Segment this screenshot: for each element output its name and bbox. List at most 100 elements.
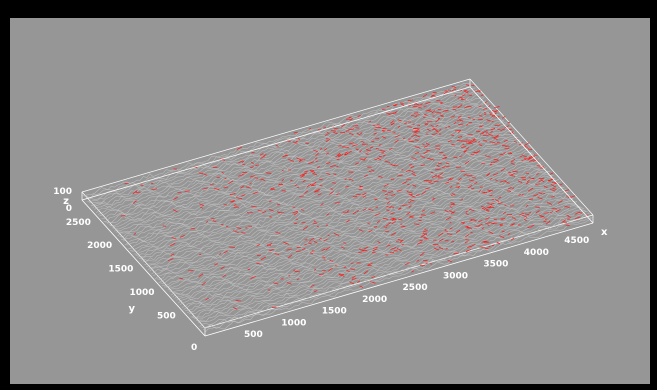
surface-highlight bbox=[484, 113, 487, 116]
surface-highlight bbox=[381, 136, 387, 139]
surface-highlight bbox=[535, 210, 540, 214]
surface-highlight bbox=[465, 234, 470, 238]
y-tick-label: 1000 bbox=[130, 288, 155, 298]
surface-highlight bbox=[400, 103, 405, 106]
surface-highlight bbox=[493, 106, 500, 109]
surface-highlight bbox=[327, 234, 330, 237]
surface-highlight bbox=[354, 162, 359, 165]
z-tick-label: 0 bbox=[66, 204, 72, 214]
surface-highlight bbox=[444, 156, 448, 160]
surface-highlight bbox=[396, 174, 403, 177]
surface-line bbox=[131, 139, 520, 252]
surface-highlight bbox=[478, 125, 482, 128]
surface-highlight bbox=[319, 148, 323, 150]
surface-highlight bbox=[357, 115, 361, 117]
surface-highlight bbox=[438, 238, 444, 242]
surface-highlight bbox=[477, 141, 481, 143]
surface-highlight bbox=[368, 208, 374, 211]
surface-highlight bbox=[462, 94, 466, 97]
surface-highlight bbox=[396, 248, 402, 252]
surface-highlight bbox=[414, 134, 421, 138]
surface-line bbox=[121, 126, 510, 240]
surface-highlight bbox=[499, 224, 504, 226]
surface-highlight bbox=[472, 152, 477, 154]
surface-highlight bbox=[302, 248, 306, 250]
surface-line bbox=[114, 118, 503, 232]
surface-highlight bbox=[512, 216, 517, 220]
surface-highlight bbox=[428, 182, 434, 184]
surface-highlight bbox=[219, 252, 222, 255]
surface-highlight bbox=[386, 205, 392, 209]
surface-highlight bbox=[552, 188, 557, 190]
surface-highlight bbox=[490, 161, 495, 164]
surface-highlight bbox=[422, 116, 426, 119]
surface-highlight bbox=[309, 170, 316, 174]
surface-highlight bbox=[302, 179, 306, 183]
surface-highlight bbox=[449, 177, 454, 181]
surface-highlight bbox=[213, 187, 220, 191]
x-axis-ticks: 500 1000 1500 2000 2500 3000 3500 4000 4500 bbox=[244, 236, 589, 340]
surface-highlight bbox=[482, 129, 488, 134]
surface-line bbox=[146, 152, 535, 268]
surface-highlight bbox=[288, 275, 291, 277]
surface-highlight bbox=[368, 120, 372, 123]
surface-highlight bbox=[422, 94, 428, 98]
surface-highlight bbox=[359, 150, 362, 153]
surface-highlight bbox=[459, 155, 463, 157]
surface-highlight bbox=[483, 108, 488, 110]
surface-highlight bbox=[507, 152, 513, 155]
surface-highlight bbox=[435, 111, 441, 114]
surface-highlight bbox=[368, 170, 372, 173]
surface-highlight bbox=[320, 203, 324, 206]
surface-highlight bbox=[434, 168, 441, 171]
surface-highlight bbox=[423, 151, 428, 154]
surface-highlight bbox=[422, 143, 425, 146]
surface-highlight bbox=[511, 223, 516, 226]
surface-line bbox=[201, 212, 590, 328]
surface-highlight bbox=[477, 223, 483, 227]
surface-highlight bbox=[396, 189, 403, 192]
y-tick-label: 2000 bbox=[87, 241, 112, 251]
surface-highlight bbox=[410, 195, 416, 198]
surface-highlight bbox=[465, 249, 472, 253]
surface-highlight bbox=[433, 247, 440, 251]
surface-highlight bbox=[293, 212, 299, 216]
surface-line bbox=[156, 166, 545, 280]
surface-highlight bbox=[455, 229, 461, 234]
y-tick-label: 2500 bbox=[66, 218, 91, 228]
surface-highlight bbox=[501, 116, 506, 119]
surface-highlight bbox=[414, 102, 420, 106]
surface-highlight bbox=[415, 194, 420, 196]
surface-highlight bbox=[329, 191, 334, 195]
surface-highlight bbox=[379, 149, 386, 152]
surface-line bbox=[87, 87, 476, 202]
surface-highlight bbox=[488, 189, 492, 193]
surface-highlight bbox=[431, 174, 438, 178]
surface-highlight bbox=[374, 213, 381, 216]
surface-highlight bbox=[435, 176, 440, 178]
surface-highlight bbox=[362, 157, 367, 161]
surface-highlight bbox=[250, 161, 254, 164]
surface-highlight bbox=[486, 202, 493, 206]
surface-highlight bbox=[508, 186, 512, 190]
surface-highlight bbox=[493, 173, 498, 176]
surface-line bbox=[192, 205, 581, 319]
surface-highlight bbox=[431, 133, 438, 136]
surface-highlight bbox=[437, 117, 441, 119]
surface-highlight bbox=[394, 134, 400, 138]
surface-highlight bbox=[378, 155, 382, 158]
surface-highlight bbox=[423, 145, 429, 148]
surface-highlight bbox=[336, 165, 339, 168]
surface-highlight bbox=[325, 138, 331, 143]
surface-highlight bbox=[263, 153, 267, 157]
surface-highlight bbox=[527, 226, 533, 228]
surface-highlight bbox=[487, 224, 490, 227]
x-tick-label: 4000 bbox=[524, 248, 549, 258]
surface-highlight bbox=[308, 242, 312, 245]
surface-highlight bbox=[337, 154, 344, 158]
surface-highlight bbox=[313, 268, 317, 271]
surface-highlight bbox=[359, 158, 366, 161]
surface-highlight bbox=[400, 223, 403, 225]
surface-highlight bbox=[390, 232, 397, 236]
surface-highlight bbox=[392, 103, 398, 107]
